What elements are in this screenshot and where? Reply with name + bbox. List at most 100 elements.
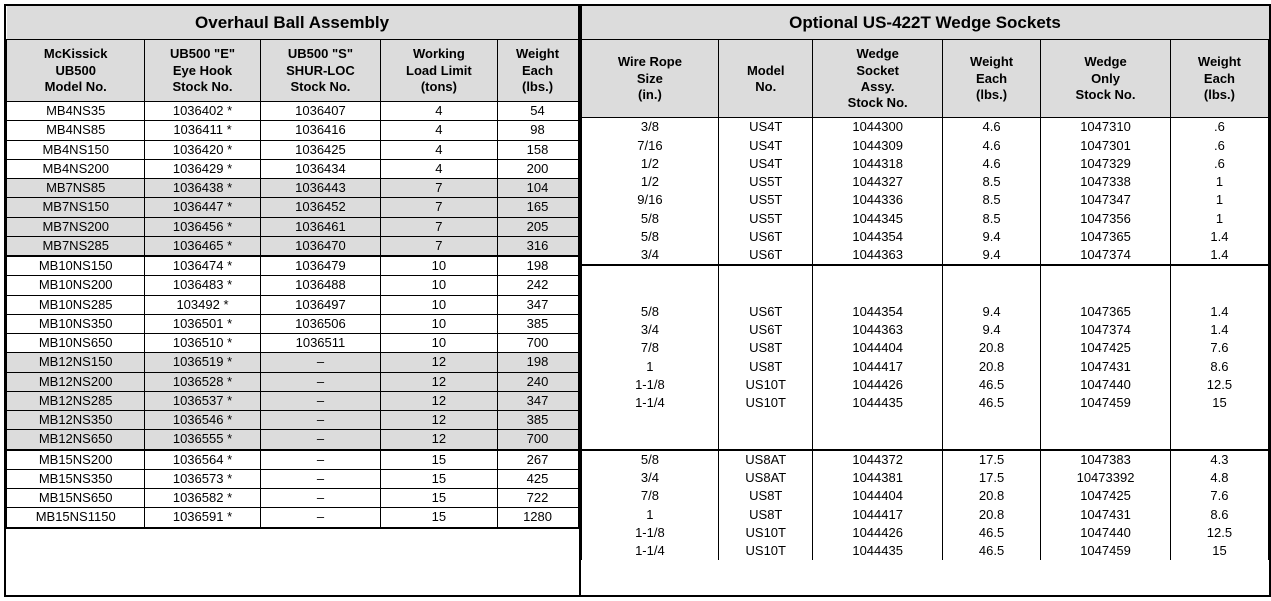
- table-cell: 7: [381, 236, 497, 256]
- table-cell: 1036407: [260, 102, 381, 121]
- table-row: [581, 412, 1268, 430]
- table-row: 1-1/8US10T104442646.5104744012.5: [581, 376, 1268, 394]
- table-cell: MB12NS150: [7, 353, 145, 372]
- table-cell: 9.4: [943, 321, 1041, 339]
- table-cell: 1047365: [1041, 228, 1171, 246]
- table-cell: MB15NS200: [7, 450, 145, 470]
- table-cell: [719, 285, 813, 303]
- table-cell: 1036510 *: [145, 334, 260, 353]
- table-cell: 198: [497, 353, 578, 372]
- table-cell: 1: [1170, 191, 1268, 209]
- table-cell: US10T: [719, 524, 813, 542]
- table-cell: 1047301: [1041, 137, 1171, 155]
- table-cell: 9.4: [943, 246, 1041, 265]
- column-header: WeightEach(lbs.): [497, 40, 578, 102]
- table-cell: US8AT: [719, 450, 813, 469]
- table-cell: 1: [1170, 173, 1268, 191]
- table-cell: 1036434: [260, 159, 381, 178]
- table-cell: 10: [381, 314, 497, 333]
- table-cell: [943, 412, 1041, 430]
- table-row: MB10NS6501036510 *103651110700: [7, 334, 579, 353]
- table-cell: MB10NS150: [7, 256, 145, 276]
- table-cell: 10: [381, 276, 497, 295]
- table-cell: 1-1/4: [581, 542, 719, 560]
- table-row: 9/16US5T10443368.510473471: [581, 191, 1268, 209]
- table-cell: US6T: [719, 303, 813, 321]
- table-cell: –: [260, 430, 381, 450]
- table-row: 1-1/8US10T104442646.5104744012.5: [581, 524, 1268, 542]
- table-cell: [719, 412, 813, 430]
- table-cell: –: [260, 450, 381, 470]
- overhaul-title: Overhaul Ball Assembly: [7, 6, 579, 40]
- table-cell: –: [260, 353, 381, 372]
- table-cell: 1036429 *: [145, 159, 260, 178]
- table-cell: [581, 431, 719, 450]
- table-cell: 1044363: [813, 321, 943, 339]
- table-cell: 15: [381, 469, 497, 488]
- table-cell: 722: [497, 489, 578, 508]
- table-row: MB15NS3501036573 *–15425: [7, 469, 579, 488]
- table-cell: 1044354: [813, 228, 943, 246]
- table-row: MB4NS851036411 *1036416498: [7, 121, 579, 140]
- table-cell: –: [260, 372, 381, 391]
- table-cell: 4.6: [943, 137, 1041, 155]
- table-cell: US10T: [719, 376, 813, 394]
- table-row: 3/4US6T10443639.410473741.4: [581, 321, 1268, 339]
- table-cell: 9.4: [943, 303, 1041, 321]
- table-cell: 1.4: [1170, 228, 1268, 246]
- table-cell: 7: [381, 217, 497, 236]
- table-cell: 3/4: [581, 246, 719, 265]
- table-row: 5/8US6T10443549.410473651.4: [581, 303, 1268, 321]
- table-cell: 7.6: [1170, 339, 1268, 357]
- table-cell: 1044354: [813, 303, 943, 321]
- table-cell: 15: [1170, 394, 1268, 412]
- table-cell: 700: [497, 430, 578, 450]
- table-cell: 5/8: [581, 450, 719, 469]
- table-cell: 5/8: [581, 303, 719, 321]
- table-cell: [813, 412, 943, 430]
- table-row: 1/2US5T10443278.510473381: [581, 173, 1268, 191]
- table-cell: [943, 265, 1041, 284]
- table-cell: 1036461: [260, 217, 381, 236]
- table-row: 5/8US5T10443458.510473561: [581, 210, 1268, 228]
- table-cell: 1044318: [813, 155, 943, 173]
- table-cell: 1.4: [1170, 303, 1268, 321]
- table-row: 1US8T104441720.810474318.6: [581, 506, 1268, 524]
- table-cell: 1044404: [813, 339, 943, 357]
- table-cell: 1047459: [1041, 542, 1171, 560]
- table-cell: 1036573 *: [145, 469, 260, 488]
- table-row: 7/16US4T10443094.61047301.6: [581, 137, 1268, 155]
- table-row: 3/4US8AT104438117.5104733924.8: [581, 469, 1268, 487]
- table-cell: 1.4: [1170, 246, 1268, 265]
- table-cell: 1044426: [813, 376, 943, 394]
- table-cell: US6T: [719, 321, 813, 339]
- table-cell: 1044435: [813, 394, 943, 412]
- table-cell: 158: [497, 140, 578, 159]
- table-cell: –: [260, 489, 381, 508]
- table-cell: MB12NS350: [7, 411, 145, 430]
- table-cell: 20.8: [943, 358, 1041, 376]
- table-cell: 1036537 *: [145, 391, 260, 410]
- table-cell: .6: [1170, 137, 1268, 155]
- table-cell: 54: [497, 102, 578, 121]
- table-cell: 1044309: [813, 137, 943, 155]
- table-row: 1US8T104441720.810474318.6: [581, 358, 1268, 376]
- table-cell: 8.6: [1170, 506, 1268, 524]
- table-cell: 1047338: [1041, 173, 1171, 191]
- table-cell: 10473392: [1041, 469, 1171, 487]
- table-cell: 1036479: [260, 256, 381, 276]
- table-cell: 4.6: [943, 155, 1041, 173]
- table-cell: 104: [497, 179, 578, 198]
- table-cell: 1036443: [260, 179, 381, 198]
- table-cell: 46.5: [943, 524, 1041, 542]
- table-row: MB10NS285103492 *103649710347: [7, 295, 579, 314]
- table-cell: 1036497: [260, 295, 381, 314]
- table-cell: MB10NS350: [7, 314, 145, 333]
- table-cell: 1047365: [1041, 303, 1171, 321]
- table-row: MB15NS6501036582 *–15722: [7, 489, 579, 508]
- table-cell: 4: [381, 102, 497, 121]
- table-cell: 20.8: [943, 506, 1041, 524]
- table-cell: 3/8: [581, 118, 719, 137]
- table-cell: MB12NS285: [7, 391, 145, 410]
- table-cell: 1/2: [581, 173, 719, 191]
